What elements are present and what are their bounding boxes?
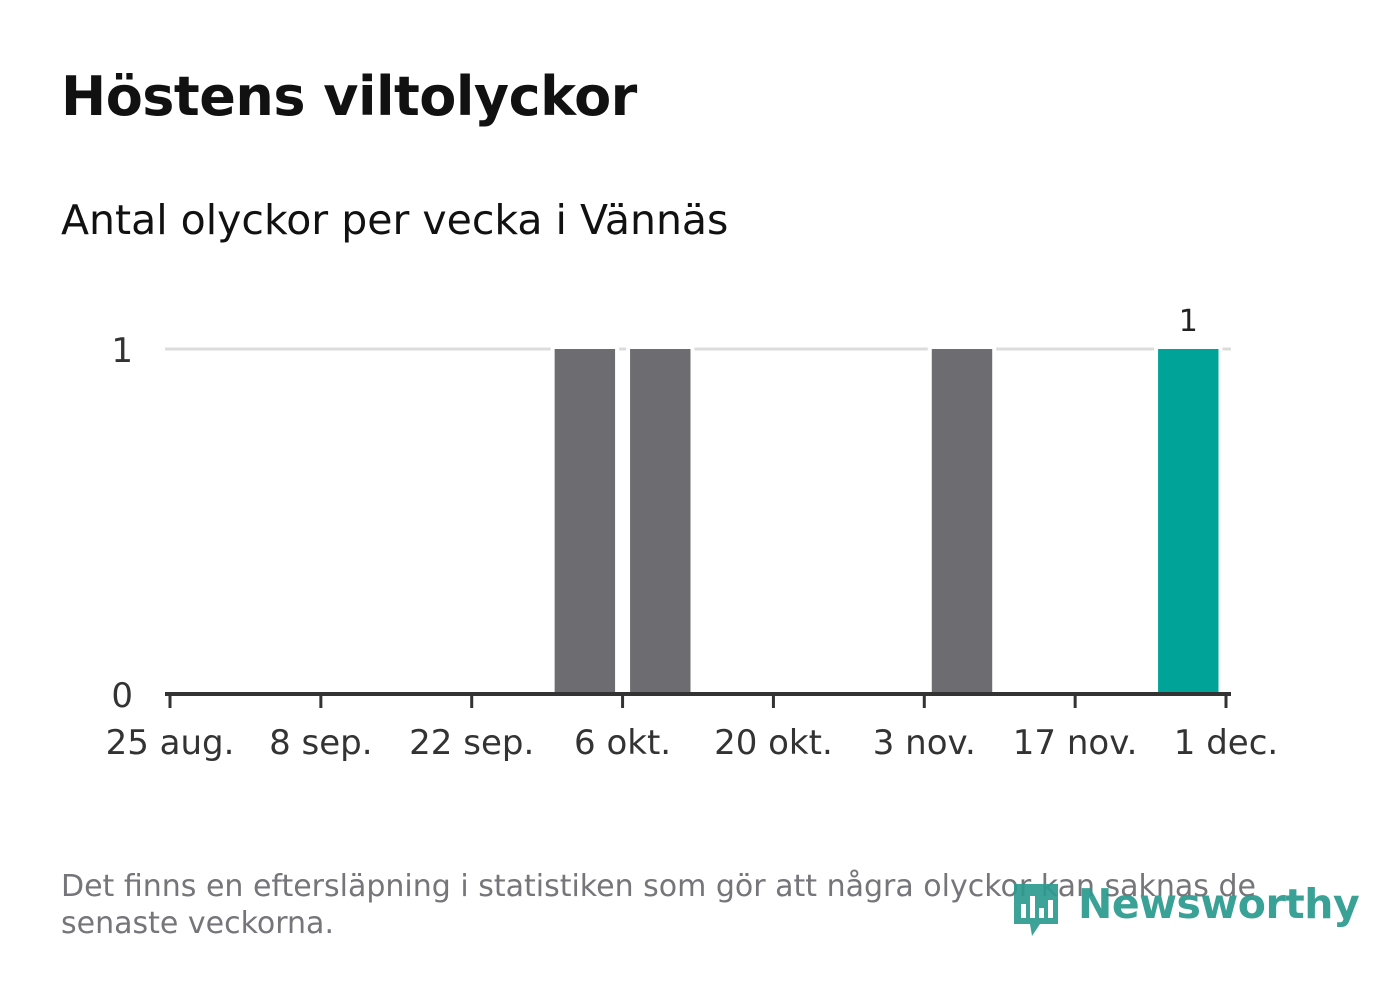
x-tick-label: 8 sep. [269, 723, 372, 763]
y-tick-label: 1 [111, 331, 133, 371]
x-tick-label: 3 nov. [873, 723, 976, 763]
x-tick-label: 25 aug. [106, 723, 235, 763]
x-tick-label: 20 okt. [714, 723, 833, 763]
bar-chart: 0 1 1 25 aug. 8 sep. 22 sep. 6 okt. 20 okt. 3 no… [106, 304, 1279, 763]
newsworthy-logo-icon [1014, 884, 1058, 936]
axis-labels: 0 1 1 25 aug. 8 sep. 22 sep. 6 okt. 20 okt. 3 no… [106, 304, 1279, 763]
logo-text: Newsworthy [1078, 880, 1360, 928]
bar [554, 349, 616, 694]
bar [1158, 349, 1219, 694]
chart-subtitle: Antal olyckor per vecka i Vännäs [61, 196, 729, 244]
bars [550, 346, 1223, 694]
newsworthy-logo[interactable]: Newsworthy [1010, 876, 1360, 940]
x-axis [165, 692, 1231, 708]
x-tick-label: 17 nov. [1013, 723, 1138, 763]
x-tick-label: 6 okt. [574, 723, 671, 763]
x-tick-label: 22 sep. [409, 723, 534, 763]
bar [931, 349, 993, 694]
chart-title: Höstens viltolyckor [61, 65, 637, 128]
y-tick-label: 0 [111, 676, 133, 716]
bar [630, 349, 691, 694]
bar-value-label: 1 [1179, 304, 1198, 339]
x-tick-label: 1 dec. [1174, 723, 1278, 763]
